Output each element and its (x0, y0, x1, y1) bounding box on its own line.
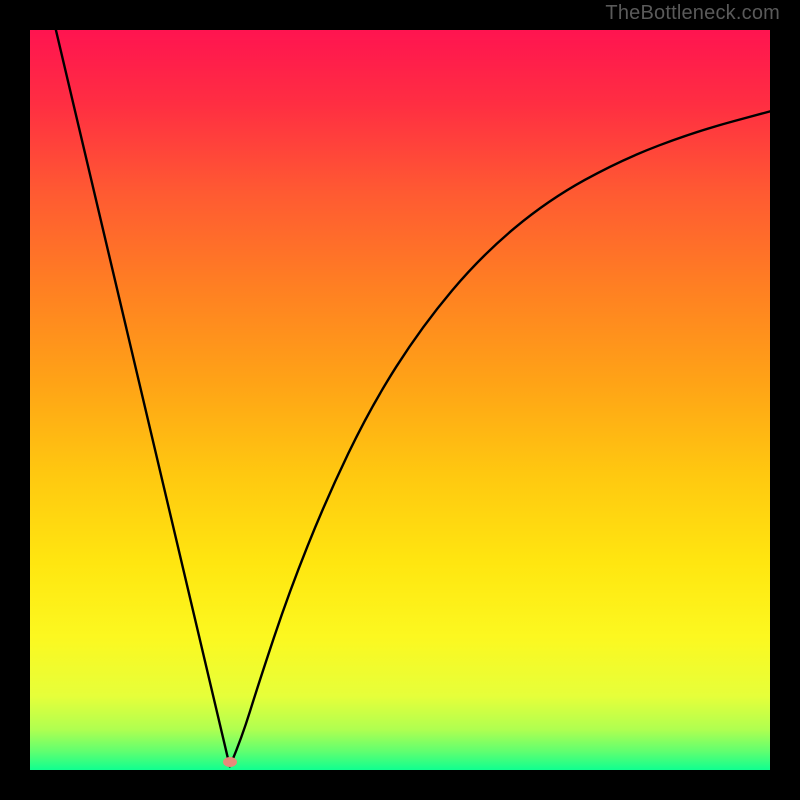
chart-canvas: TheBottleneck.com (0, 0, 800, 800)
optimum-marker (223, 757, 237, 767)
plot-area (30, 30, 770, 770)
gradient-background (30, 30, 770, 770)
watermark-text: TheBottleneck.com (605, 2, 780, 25)
